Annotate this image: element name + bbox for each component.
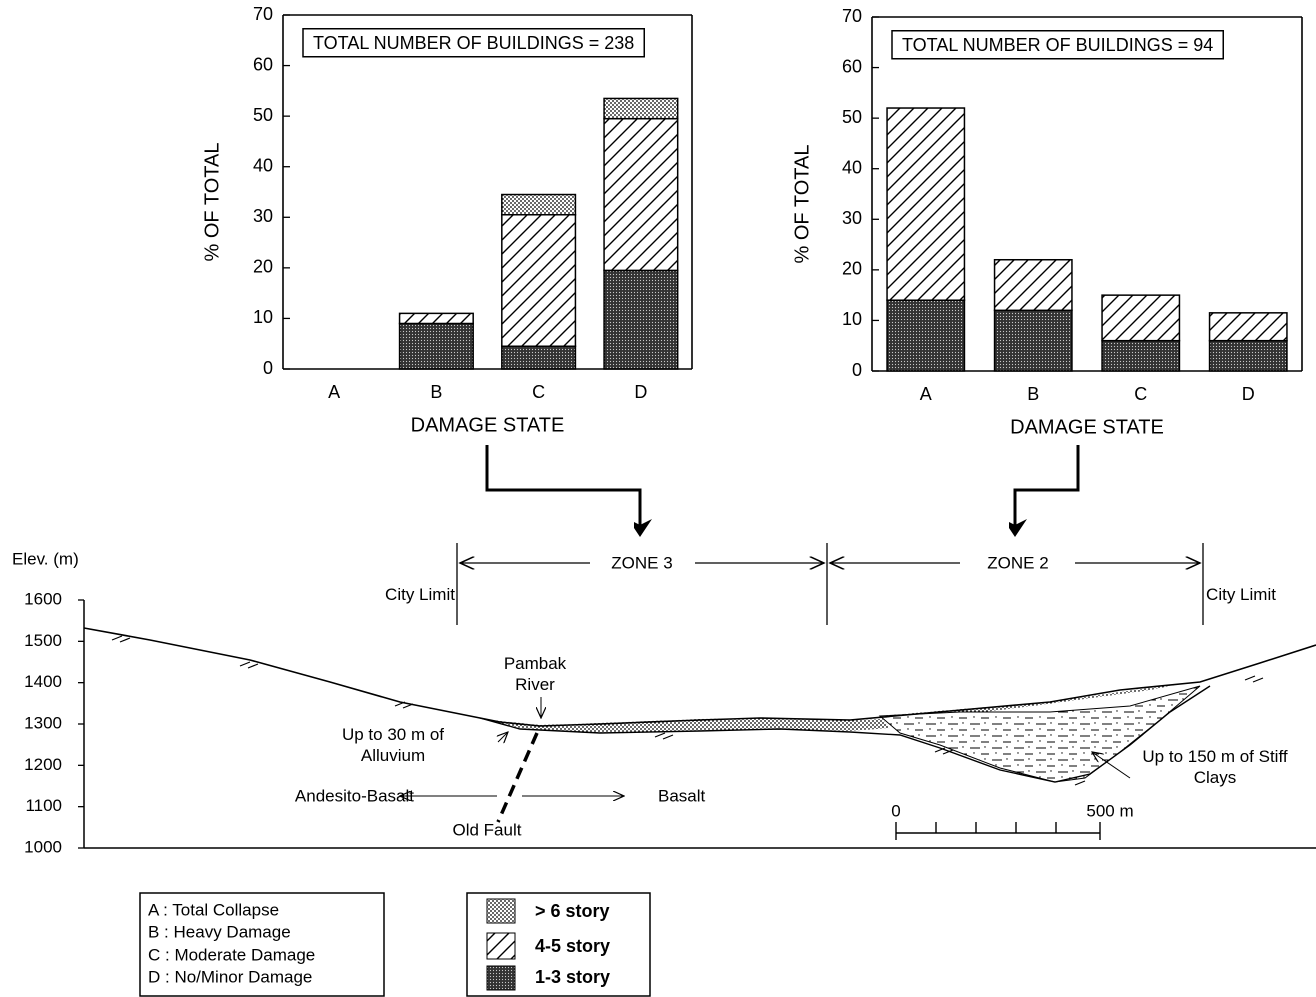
y-tick-label: 30	[842, 208, 862, 228]
y-tick-label: 1300	[24, 713, 62, 732]
legend-box	[139, 892, 385, 997]
y-tick-label: 70	[842, 6, 862, 26]
x-tick-label: C	[1134, 384, 1147, 404]
y-tick-label: 60	[842, 56, 862, 76]
bar-segment	[501, 214, 577, 347]
damage-legend-item: B : Heavy Damage	[148, 922, 291, 941]
city-limit-label: City Limit	[1206, 585, 1276, 604]
y-tick-label: 0	[852, 360, 862, 380]
rock-label: Basalt	[658, 786, 706, 805]
bar-segment	[398, 312, 474, 325]
legend-swatch	[486, 932, 516, 960]
zone-label: ZONE 2	[987, 553, 1048, 572]
y-tick-label: 70	[253, 4, 273, 24]
chart-title: TOTAL NUMBER OF BUILDINGS = 238	[313, 33, 634, 53]
y-tick-label: 1400	[24, 672, 62, 691]
x-axis-label: DAMAGE STATE	[411, 414, 565, 436]
bar-segment	[1208, 339, 1288, 372]
zone-markers	[456, 543, 1204, 625]
legend-label: 1-3 story	[535, 967, 610, 987]
y-tick-label: 50	[842, 107, 862, 127]
chart-title: TOTAL NUMBER OF BUILDINGS = 94	[902, 35, 1213, 55]
bar-segment	[398, 322, 474, 370]
zone-label: ZONE 3	[611, 553, 672, 572]
bar-segment	[603, 97, 679, 120]
bar-segment	[993, 258, 1073, 312]
x-axis-label: DAMAGE STATE	[1010, 416, 1164, 438]
x-tick-label: D	[1242, 384, 1255, 404]
damage-legend-item: A : Total Collapse	[148, 900, 279, 919]
bar-segment	[886, 107, 966, 301]
bar-segment	[993, 309, 1073, 372]
river-label: Pambak River	[503, 654, 567, 694]
city-limit-label: City Limit	[385, 585, 455, 604]
y-tick-label: 30	[253, 206, 273, 226]
y-tick-label: 60	[253, 54, 273, 74]
y-tick-label: 1500	[24, 631, 62, 650]
x-tick-label: C	[532, 382, 545, 402]
y-tick-label: 1200	[24, 755, 62, 774]
y-tick-label: 20	[842, 259, 862, 279]
y-axis-label: % OF TOTAL	[791, 145, 813, 264]
x-tick-label: A	[328, 382, 340, 402]
bar-segment	[1208, 312, 1288, 342]
x-tick-label: D	[634, 382, 647, 402]
damage-legend-item: D : No/Minor Damage	[148, 967, 312, 986]
y-tick-label: 1100	[25, 796, 62, 815]
damage-legend-item: C : Moderate Damage	[148, 945, 315, 964]
bar-segment	[501, 345, 577, 370]
bar-segment	[603, 117, 679, 272]
legend-label: 4-5 story	[535, 936, 610, 956]
y-tick-label: 10	[842, 309, 862, 329]
scale-label: 500 m	[1086, 801, 1133, 820]
y-tick-label: 40	[253, 155, 273, 175]
y-tick-label: 50	[253, 105, 273, 125]
rock-label: Andesito-Basalt	[295, 786, 414, 805]
legend-swatch	[486, 898, 516, 924]
bar-segment	[603, 269, 679, 370]
legend-swatch	[486, 965, 516, 991]
legend-label: > 6 story	[535, 901, 610, 921]
y-tick-label: 40	[842, 157, 862, 177]
y-axis-label: % OF TOTAL	[201, 143, 223, 262]
scale-label: 0	[891, 801, 900, 820]
y-tick-label: 1000	[24, 837, 62, 856]
title-box	[891, 30, 1224, 60]
y-tick-label: 1600	[24, 589, 62, 608]
fault-label: Old Fault	[453, 820, 522, 839]
cross-section	[83, 600, 1316, 849]
clays-label: Up to 150 m of Stiff Clays	[1142, 747, 1288, 787]
elevation-axis-label: Elev. (m)	[12, 549, 79, 568]
y-tick-label: 10	[253, 307, 273, 327]
x-tick-label: B	[430, 382, 442, 402]
y-tick-label: 20	[253, 257, 273, 277]
y-tick-label: 0	[263, 358, 273, 378]
bar-segment	[1101, 339, 1181, 372]
bar-segment	[1101, 294, 1181, 342]
title-box	[302, 28, 645, 58]
connector	[485, 445, 1080, 528]
alluvium-label: Up to 30 m of Alluvium	[341, 725, 445, 765]
bar-segment	[501, 193, 577, 216]
bar-segment	[886, 299, 966, 372]
x-tick-label: B	[1027, 384, 1039, 404]
x-tick-label: A	[920, 384, 932, 404]
